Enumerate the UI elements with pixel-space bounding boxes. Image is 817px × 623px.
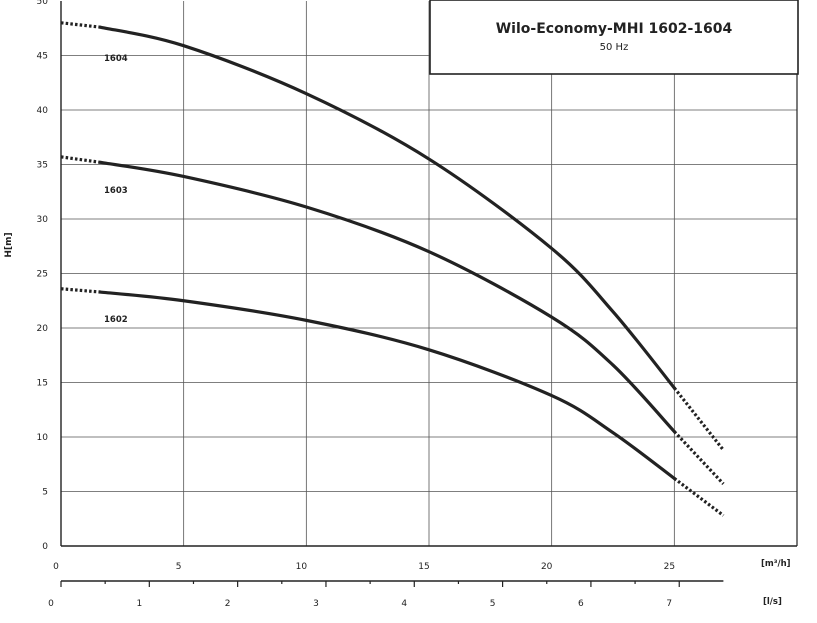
x-axis-unit-label: [m³/h] bbox=[761, 559, 791, 569]
curve-1603-start-dotted bbox=[60, 155, 101, 164]
y-tick-label: 30 bbox=[37, 215, 49, 225]
title-box: Wilo-Economy-MHI 1602-1604 50 Hz bbox=[429, 0, 799, 75]
y-tick-label: 15 bbox=[37, 379, 48, 389]
x2-tick-label: 4 bbox=[401, 599, 407, 609]
x-tick-label: 25 bbox=[664, 562, 675, 572]
x-tick-label: 15 bbox=[418, 562, 429, 572]
x2-tick-label: 5 bbox=[490, 599, 496, 609]
title-box-frame bbox=[429, 0, 799, 75]
x-tick-label: 20 bbox=[541, 562, 553, 572]
y-tick-label: 35 bbox=[37, 161, 48, 171]
y-axis-label: H[m] bbox=[4, 232, 14, 257]
series-group: 1604 1603 1602 bbox=[60, 21, 725, 517]
x2-tick-label: 6 bbox=[578, 599, 584, 609]
chart-title: Wilo-Economy-MHI 1602-1604 bbox=[496, 21, 733, 37]
curve-1602 bbox=[98, 290, 676, 481]
chart-subtitle: 50 Hz bbox=[600, 42, 629, 53]
curve-label-1604: 1604 bbox=[104, 54, 128, 64]
y-tick-label: 25 bbox=[37, 270, 48, 280]
curve-1604 bbox=[98, 25, 676, 390]
x2-tick-label: 7 bbox=[666, 599, 672, 609]
y-tick-label: 10 bbox=[37, 433, 49, 443]
y-tick-label: 50 bbox=[37, 0, 49, 7]
y-tick-label: 0 bbox=[42, 542, 48, 552]
y-tick-label: 5 bbox=[42, 488, 48, 498]
x-tick-label: 10 bbox=[296, 562, 308, 572]
curve-1604-start-dotted bbox=[60, 21, 101, 29]
y-tick-label: 40 bbox=[37, 106, 49, 116]
x-tick-label: 5 bbox=[176, 562, 182, 572]
x-tick-label: 0 bbox=[53, 562, 59, 572]
x2-tick-label: 1 bbox=[136, 599, 142, 609]
curve-1602-start-dotted bbox=[60, 287, 101, 294]
x2-axis-unit-label: [l/s] bbox=[763, 597, 782, 607]
curve-1602-end-dotted bbox=[673, 477, 725, 517]
y-tick-label: 45 bbox=[37, 52, 48, 62]
x2-tick-label: 2 bbox=[225, 599, 231, 609]
x2-tick-label: 3 bbox=[313, 599, 319, 609]
curve-1604-end-dotted bbox=[673, 386, 725, 452]
x2-tick-label: 0 bbox=[48, 599, 54, 609]
curve-1603 bbox=[98, 160, 676, 434]
y-tick-label: 20 bbox=[37, 324, 49, 334]
curve-label-1602: 1602 bbox=[104, 315, 128, 325]
curve-label-1603: 1603 bbox=[104, 186, 128, 196]
